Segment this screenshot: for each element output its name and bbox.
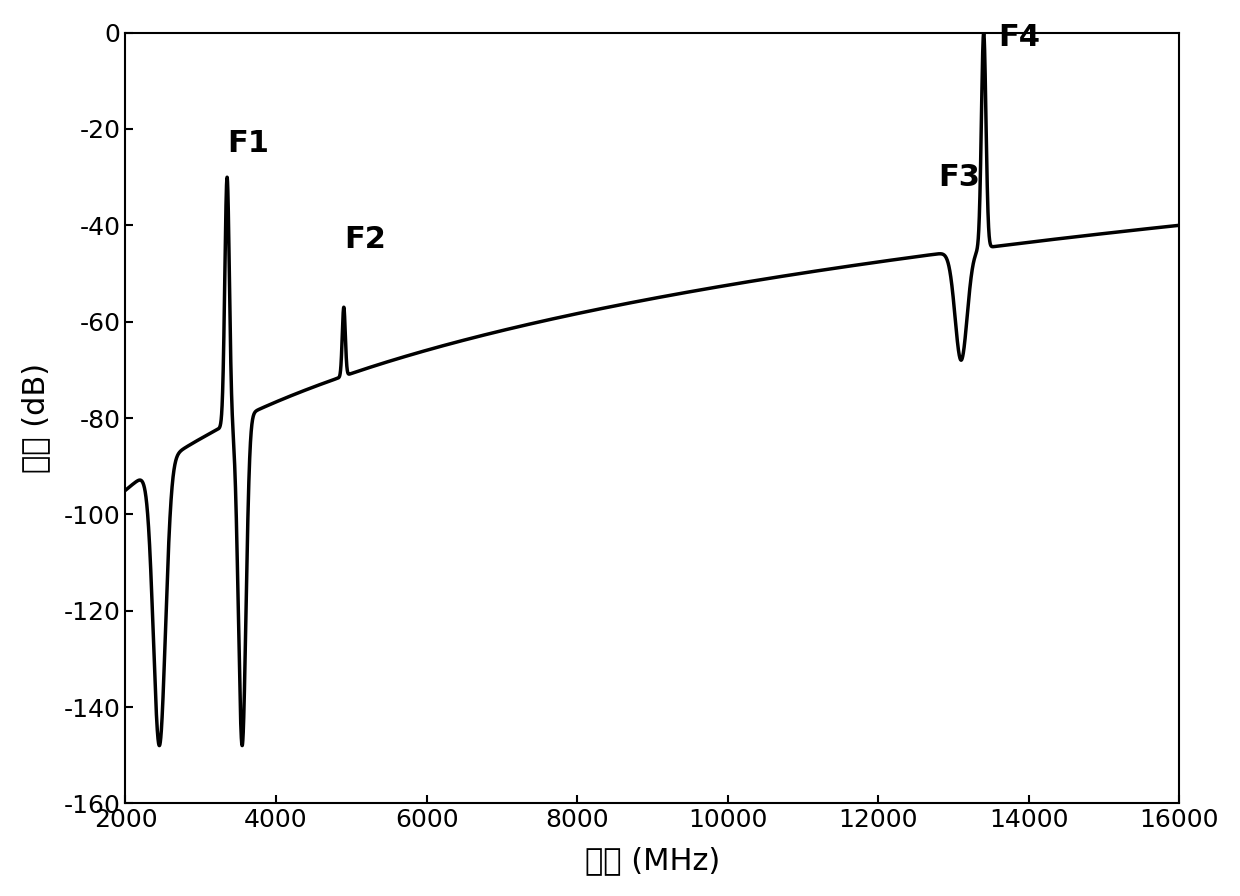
Text: F4: F4 <box>998 23 1040 52</box>
Text: F1: F1 <box>227 129 269 158</box>
X-axis label: 频率 (MHz): 频率 (MHz) <box>585 846 720 875</box>
Text: F2: F2 <box>343 225 386 254</box>
Text: F3: F3 <box>939 162 981 192</box>
Y-axis label: 幅度 (dB): 幅度 (dB) <box>21 363 50 473</box>
